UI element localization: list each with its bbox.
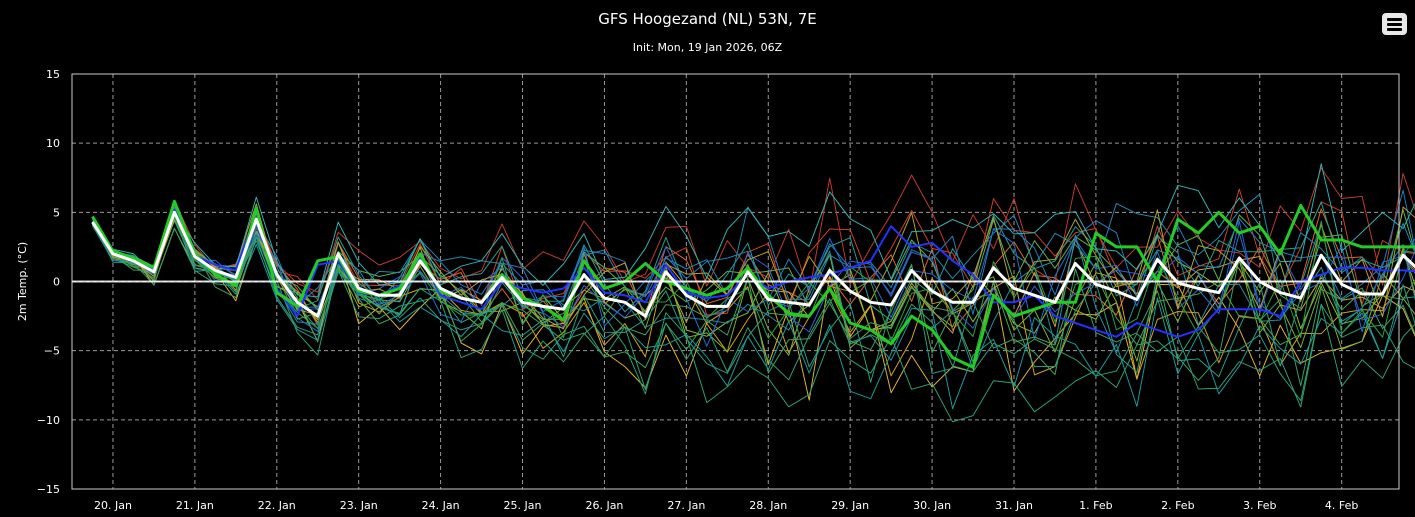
x-tick-label: 24. Jan	[422, 499, 460, 512]
plot-frame	[71, 73, 1400, 490]
main-series-line	[91, 208, 1415, 338]
x-tick-label: 20. Jan	[94, 499, 132, 512]
y-axis-label: 2m Temp. (°C)	[16, 242, 29, 321]
x-tick-label: 25. Jan	[504, 499, 542, 512]
x-tick-label: 22. Jan	[258, 499, 296, 512]
y-tick-label: 5	[53, 206, 60, 219]
x-tick-labels: 20. Jan 21. Jan 22. Jan 23. Jan 24. Jan 25. J…	[94, 499, 1358, 512]
y-tick-label: −15	[37, 483, 60, 496]
x-tick-label: 2. Feb	[1161, 499, 1194, 512]
x-tick-label: 31. Jan	[995, 499, 1033, 512]
y-tick-label: 0	[53, 276, 60, 289]
ensemble-member-line	[92, 224, 1415, 401]
y-tick-label: −10	[37, 414, 60, 427]
menu-icon[interactable]	[1382, 13, 1407, 35]
chart-subtitle: Init: Mon, 19 Jan 2026, 06Z	[632, 41, 783, 54]
x-tick-label: 23. Jan	[340, 499, 378, 512]
x-tick-label: 3. Feb	[1243, 499, 1276, 512]
x-tick-label: 26. Jan	[585, 499, 623, 512]
grid	[72, 74, 1399, 489]
ensemble-member-line	[92, 221, 1415, 423]
ensemble-member-line	[92, 206, 1415, 333]
y-tick-label: 15	[46, 68, 60, 81]
y-tick-labels: 15 10 5 0 −5 −10 −15	[37, 68, 60, 496]
x-tick-label: 1. Feb	[1079, 499, 1112, 512]
main-series-line	[91, 199, 1415, 369]
x-tick-label: 29. Jan	[831, 499, 869, 512]
menu-icon-bar	[1387, 28, 1402, 31]
y-tick-label: 10	[46, 137, 60, 150]
main-series-lines	[91, 199, 1415, 369]
x-tick-label: 27. Jan	[667, 499, 705, 512]
menu-icon-bar	[1387, 18, 1402, 21]
x-tick-label: 28. Jan	[749, 499, 787, 512]
main-series-line	[91, 210, 1415, 318]
x-tick-label: 21. Jan	[176, 499, 214, 512]
y-tick-label: −5	[44, 345, 60, 358]
x-tick-label: 30. Jan	[913, 499, 951, 512]
ensemble-member-line	[92, 201, 1415, 321]
ensemble-member-line	[92, 210, 1415, 410]
ensemble-member-line	[92, 163, 1415, 298]
chart-title: GFS Hoogezand (NL) 53N, 7E	[598, 10, 817, 28]
menu-icon-bar	[1387, 23, 1402, 26]
x-tick-label: 4. Feb	[1325, 499, 1358, 512]
